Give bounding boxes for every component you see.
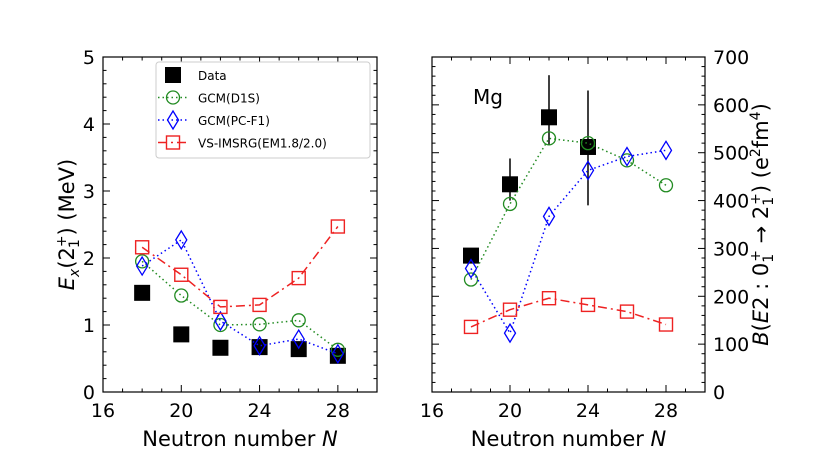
series-line	[470, 297, 667, 328]
y-tick-label: 700	[713, 47, 749, 69]
left-panel: 16 20 24 28 0 1 2 3 4 5 Neutron number N Ex(21+) (M…	[54, 47, 378, 451]
series-data	[463, 75, 596, 264]
data-point	[291, 313, 306, 328]
data-point	[330, 219, 346, 234]
data-point	[134, 254, 150, 269]
data-point	[253, 335, 266, 357]
data-point	[659, 140, 673, 161]
y-tick-label: 1	[83, 315, 95, 337]
y-tick-label: 3	[83, 181, 95, 203]
data-point	[541, 131, 557, 146]
series-line	[470, 149, 667, 335]
data-point	[331, 343, 345, 365]
element-label: Mg	[473, 85, 503, 109]
x-axis-title: Neutron number N	[142, 427, 338, 451]
y-tick-label: 600	[713, 95, 749, 117]
y-tick-label: 500	[713, 143, 749, 165]
y-axis-title-right: B(E2 : 01+ → 21+) (e2fm4)	[748, 103, 777, 346]
series-gcm-d1s	[463, 131, 674, 287]
data-point	[581, 160, 595, 181]
series-vs-imsrg-em1-8-2-0	[463, 291, 674, 335]
y-tick-label: 2	[83, 248, 95, 270]
data-point	[291, 270, 306, 286]
data-point	[252, 297, 267, 313]
series-vs-imsrg-em1-8-2-0	[134, 219, 346, 315]
data-point	[502, 196, 518, 212]
legend-marker	[166, 109, 180, 131]
y-tick-label: 4	[83, 114, 95, 136]
x-tick-label: 16	[420, 400, 444, 422]
series-line	[141, 226, 339, 308]
data-point	[620, 146, 634, 167]
legend-label: Data	[198, 69, 227, 83]
data-point	[174, 288, 189, 303]
x-tick-label: 28	[654, 400, 678, 422]
data-point	[619, 304, 635, 319]
y-tick-label: 300	[713, 238, 749, 260]
data-point	[134, 284, 151, 301]
data-point	[175, 229, 188, 251]
data-point	[252, 317, 267, 332]
data-point	[463, 319, 479, 335]
data-point	[580, 135, 596, 151]
y-tick-label: 200	[713, 286, 749, 308]
data-point	[464, 258, 478, 279]
legend-box	[155, 61, 371, 159]
legend-label: GCM(PC-F1)	[198, 114, 270, 128]
y-tick-label: 5	[83, 47, 95, 69]
x-tick-label: 24	[247, 400, 271, 422]
data-point	[542, 206, 556, 227]
legend-marker	[165, 135, 181, 150]
data-point	[173, 326, 190, 343]
data-point	[134, 240, 150, 255]
x-tick-label: 20	[498, 400, 522, 422]
data-point	[135, 255, 149, 277]
data-point	[330, 342, 346, 357]
data-point	[658, 317, 674, 332]
series-line	[141, 238, 339, 355]
legend-label: GCM(D1S)	[198, 92, 260, 106]
x-tick-label: 24	[576, 400, 600, 422]
data-point	[541, 109, 557, 126]
data-point	[214, 310, 227, 332]
series-data	[134, 284, 346, 364]
legend-label: VS-IMSRG(EM1.8/2.0)	[198, 137, 327, 151]
data-point	[580, 138, 596, 155]
right-panel: 16 20 24 28 0 100 200 300 400 500 600 700 Neutron nu…	[420, 47, 777, 451]
data-point	[619, 153, 635, 168]
y-tick-label: 0	[83, 382, 95, 404]
data-point	[658, 178, 674, 193]
data-point	[502, 302, 518, 317]
y-tick-label: 400	[713, 191, 749, 213]
data-point	[580, 297, 596, 313]
x-tick-label: 16	[91, 400, 115, 422]
data-point	[212, 339, 229, 356]
series-gcm-pc-f1	[135, 229, 345, 365]
data-point	[502, 176, 518, 193]
legend-marker	[165, 67, 181, 83]
legend: Data GCM(D1S) GCM(PC-F1) VS-IMSRG(EM1.8/2.0…	[155, 61, 371, 159]
x-tick-label: 20	[169, 400, 193, 422]
data-point	[463, 272, 479, 287]
legend-marker	[165, 90, 181, 105]
data-point	[213, 299, 228, 315]
y-axis-title: Ex(21+) (MeV)	[54, 159, 83, 290]
x-tick-label: 28	[326, 400, 350, 422]
y-tick-label: 100	[713, 334, 749, 356]
series-gcm-pc-f1	[464, 140, 673, 344]
series-gcm-d1s	[134, 254, 346, 357]
y-tick-label: 0	[713, 382, 725, 404]
data-point	[292, 328, 305, 350]
x-axis-title: Neutron number N	[471, 427, 667, 451]
series-line	[470, 137, 667, 280]
data-point	[463, 247, 479, 264]
data-point	[541, 291, 557, 306]
data-point	[174, 267, 189, 282]
data-point	[503, 322, 517, 344]
